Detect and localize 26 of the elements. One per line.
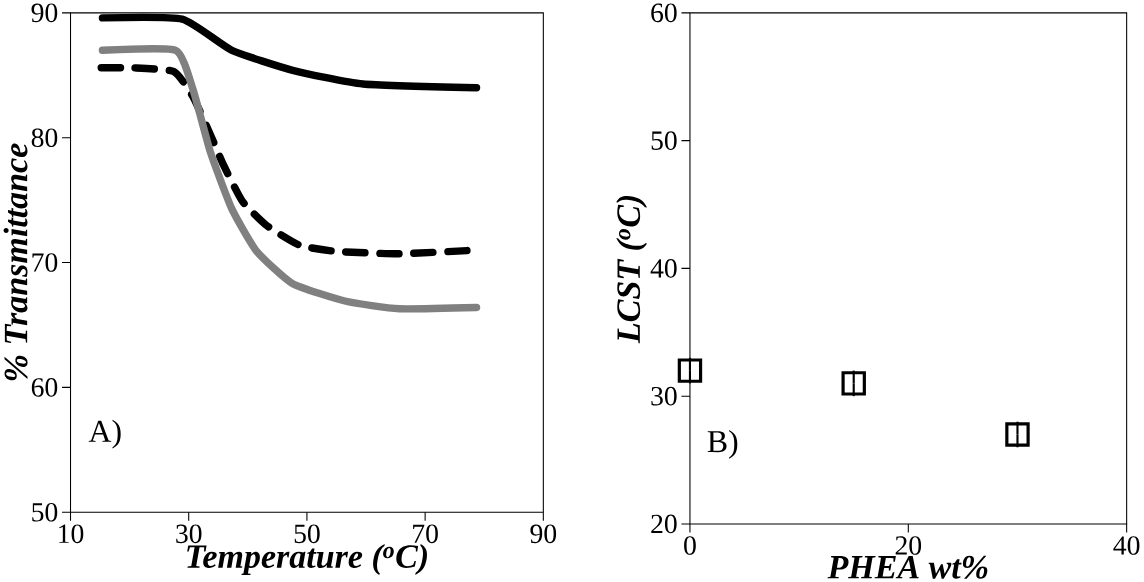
y-tick-label: 70	[32, 253, 58, 272]
x-tick-label: 50	[294, 524, 320, 543]
y-tick-label: 40	[650, 258, 677, 278]
y-axis-title: LCST ($^{o}$C)	[616, 195, 648, 344]
x-tick-label: 90	[530, 524, 557, 543]
y-tick-label: 90	[31, 3, 58, 23]
x-tick-label: 20	[895, 536, 922, 555]
y-tick-label: 30	[651, 386, 677, 406]
x-tick-label: 0	[684, 536, 696, 555]
x-tick-label: 30	[176, 524, 202, 543]
point	[841, 370, 866, 396]
x-axis-title: PHEA wt%	[827, 555, 988, 579]
x-tick-label: 70	[413, 524, 438, 543]
x-tick-label: 40	[1113, 536, 1140, 555]
annotation: A)	[88, 419, 121, 449]
point	[677, 358, 703, 383]
y-tick-label: 50	[32, 502, 58, 522]
y-tick-label: 60	[651, 3, 677, 23]
y-tick-label: 80	[31, 128, 58, 147]
y-axis-title: % Transmittance	[3, 143, 28, 380]
point	[1005, 422, 1030, 447]
y-tick-label: 50	[651, 131, 677, 150]
x-tick-label: 10	[59, 524, 84, 543]
annotation: B)	[707, 429, 738, 459]
y-tick-label: 60	[31, 377, 58, 397]
x-axis-title: Temperature ($^{o}$C)	[187, 543, 427, 575]
